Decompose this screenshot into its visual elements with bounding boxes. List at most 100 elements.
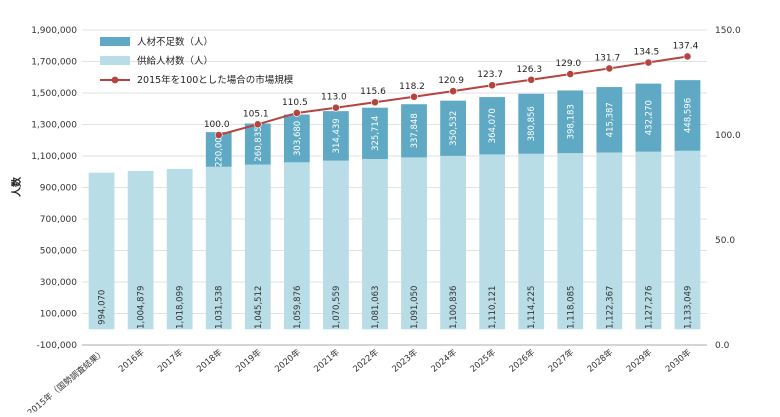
supply-bar-label: 1,081,063	[371, 286, 381, 329]
shortage-bar	[596, 87, 623, 153]
left-tick-label: 1,100,000	[31, 152, 77, 162]
shortage-bar-label: 325,714	[371, 116, 381, 151]
market-point	[292, 109, 301, 117]
shortage-bar	[244, 123, 271, 165]
supply-bar	[323, 160, 349, 330]
market-point-label: 129.0	[555, 59, 581, 69]
supply-bar-label: 1,045,512	[254, 286, 264, 329]
market-point	[644, 58, 653, 67]
supply-bar	[635, 151, 662, 330]
shortage-bar	[635, 83, 662, 152]
x-tick-label: 2021年	[312, 347, 343, 375]
left-tick-label: 900,000	[40, 184, 77, 194]
legend-shortage-swatch	[100, 37, 130, 46]
supply-bar	[674, 150, 701, 330]
shortage-bar-label: 448,596	[683, 98, 693, 133]
supply-bar	[205, 166, 232, 330]
supply-bar	[440, 155, 466, 330]
bar-series	[88, 80, 701, 330]
supply-bar	[479, 154, 506, 330]
shortage-bar	[518, 93, 545, 154]
legend-shortage-label: 人材不足数（人）	[137, 36, 213, 48]
supply-bar-label: 1,114,225	[527, 286, 537, 329]
x-tick-label: 2027年	[546, 347, 577, 375]
market-point	[214, 131, 223, 139]
market-point	[605, 64, 614, 73]
x-tick-label: 2022年	[351, 347, 382, 375]
supply-bar	[127, 170, 154, 330]
supply-bar-label: 1,118,085	[566, 286, 576, 329]
supply-bar	[283, 162, 310, 330]
market-point	[371, 98, 379, 107]
x-tick-label: 2023年	[390, 347, 421, 375]
shortage-bar-label: 432,270	[644, 100, 654, 135]
x-tick-label: 2016年	[116, 347, 147, 375]
market-point	[683, 52, 692, 61]
shortage-bar-label: 380,856	[527, 106, 537, 141]
supply-bar	[401, 157, 427, 330]
supply-bar-label: 1,127,276	[644, 286, 654, 329]
x-tick-label: 2026年	[507, 347, 538, 375]
supply-bar-label: 994,070	[98, 290, 108, 325]
shortage-bar	[323, 111, 349, 161]
shortage-bar-label: 337,848	[410, 113, 420, 148]
right-tick-label: 0.0	[715, 341, 730, 351]
left-tick-label: 500,000	[40, 247, 77, 257]
market-point-label: 134.5	[634, 48, 660, 58]
right-tick-label: 100.0	[715, 131, 741, 141]
market-point	[410, 92, 418, 101]
shortage-bar	[479, 97, 506, 155]
shortage-bar	[674, 80, 701, 151]
market-point	[566, 70, 575, 78]
market-point-label: 123.7	[477, 70, 503, 80]
left-tick-label: 100,000	[40, 310, 77, 320]
legend-line-marker	[111, 76, 119, 84]
market-point-label: 100.0	[204, 120, 230, 130]
supply-bar	[166, 168, 193, 330]
left-tick-label: 300,000	[40, 278, 77, 288]
x-tick-label: 2019年	[234, 347, 265, 375]
market-point-label: 120.9	[438, 76, 464, 86]
y-axis-title: 人数	[10, 176, 23, 197]
supply-bar-label: 1,059,876	[293, 286, 303, 329]
legend-line-label: 2015年を100とした場合の市場規模	[137, 74, 294, 86]
market-point-label: 118.2	[399, 82, 425, 92]
supply-bar-label: 1,133,049	[683, 286, 693, 329]
market-point	[449, 87, 457, 96]
supply-bar	[88, 172, 115, 330]
x-tick-label: 2028年	[585, 347, 616, 375]
market-point	[332, 103, 340, 112]
shortage-bar	[557, 90, 584, 154]
left-tick-label: -100,000	[37, 341, 78, 351]
supply-bar-label: 1,031,538	[215, 286, 225, 329]
shortage-bar-label: 415,387	[605, 102, 615, 137]
shortage-bar-label: 220,000	[215, 132, 225, 167]
x-tick-label: 2020年	[273, 347, 304, 375]
market-point-label: 137.4	[673, 41, 699, 51]
market-point	[527, 75, 536, 84]
supply-bar-label: 1,070,559	[332, 286, 342, 329]
x-tick-label: 2017年	[155, 347, 186, 375]
x-tick-label: 2030年	[663, 347, 694, 375]
market-point	[488, 81, 497, 90]
x-tick-label: 2029年	[624, 347, 655, 375]
legend-supply-label: 供給人材数（人）	[137, 55, 213, 67]
market-point-label: 131.7	[594, 53, 620, 63]
left-tick-label: 700,000	[40, 215, 77, 225]
supply-bar-label: 1,018,099	[176, 286, 186, 329]
left-tick-label: 1,700,000	[31, 58, 77, 68]
supply-bar-label: 1,004,879	[137, 286, 147, 329]
supply-bar-label: 1,091,050	[410, 286, 420, 329]
shortage-bar	[283, 114, 310, 163]
shortage-bar-label: 303,680	[293, 121, 303, 156]
shortage-bar-label: 314,439	[332, 118, 342, 153]
market-point-label: 110.5	[282, 98, 308, 108]
supply-bar-label: 1,110,121	[488, 286, 498, 329]
left-tick-label: 1,300,000	[31, 121, 77, 131]
shortage-bar	[401, 104, 427, 158]
left-tick-label: 1,900,000	[31, 26, 77, 36]
x-tick-label: 2018年	[194, 347, 225, 375]
supply-bar	[244, 164, 271, 330]
shortage-bar-label: 260,835	[254, 126, 264, 161]
